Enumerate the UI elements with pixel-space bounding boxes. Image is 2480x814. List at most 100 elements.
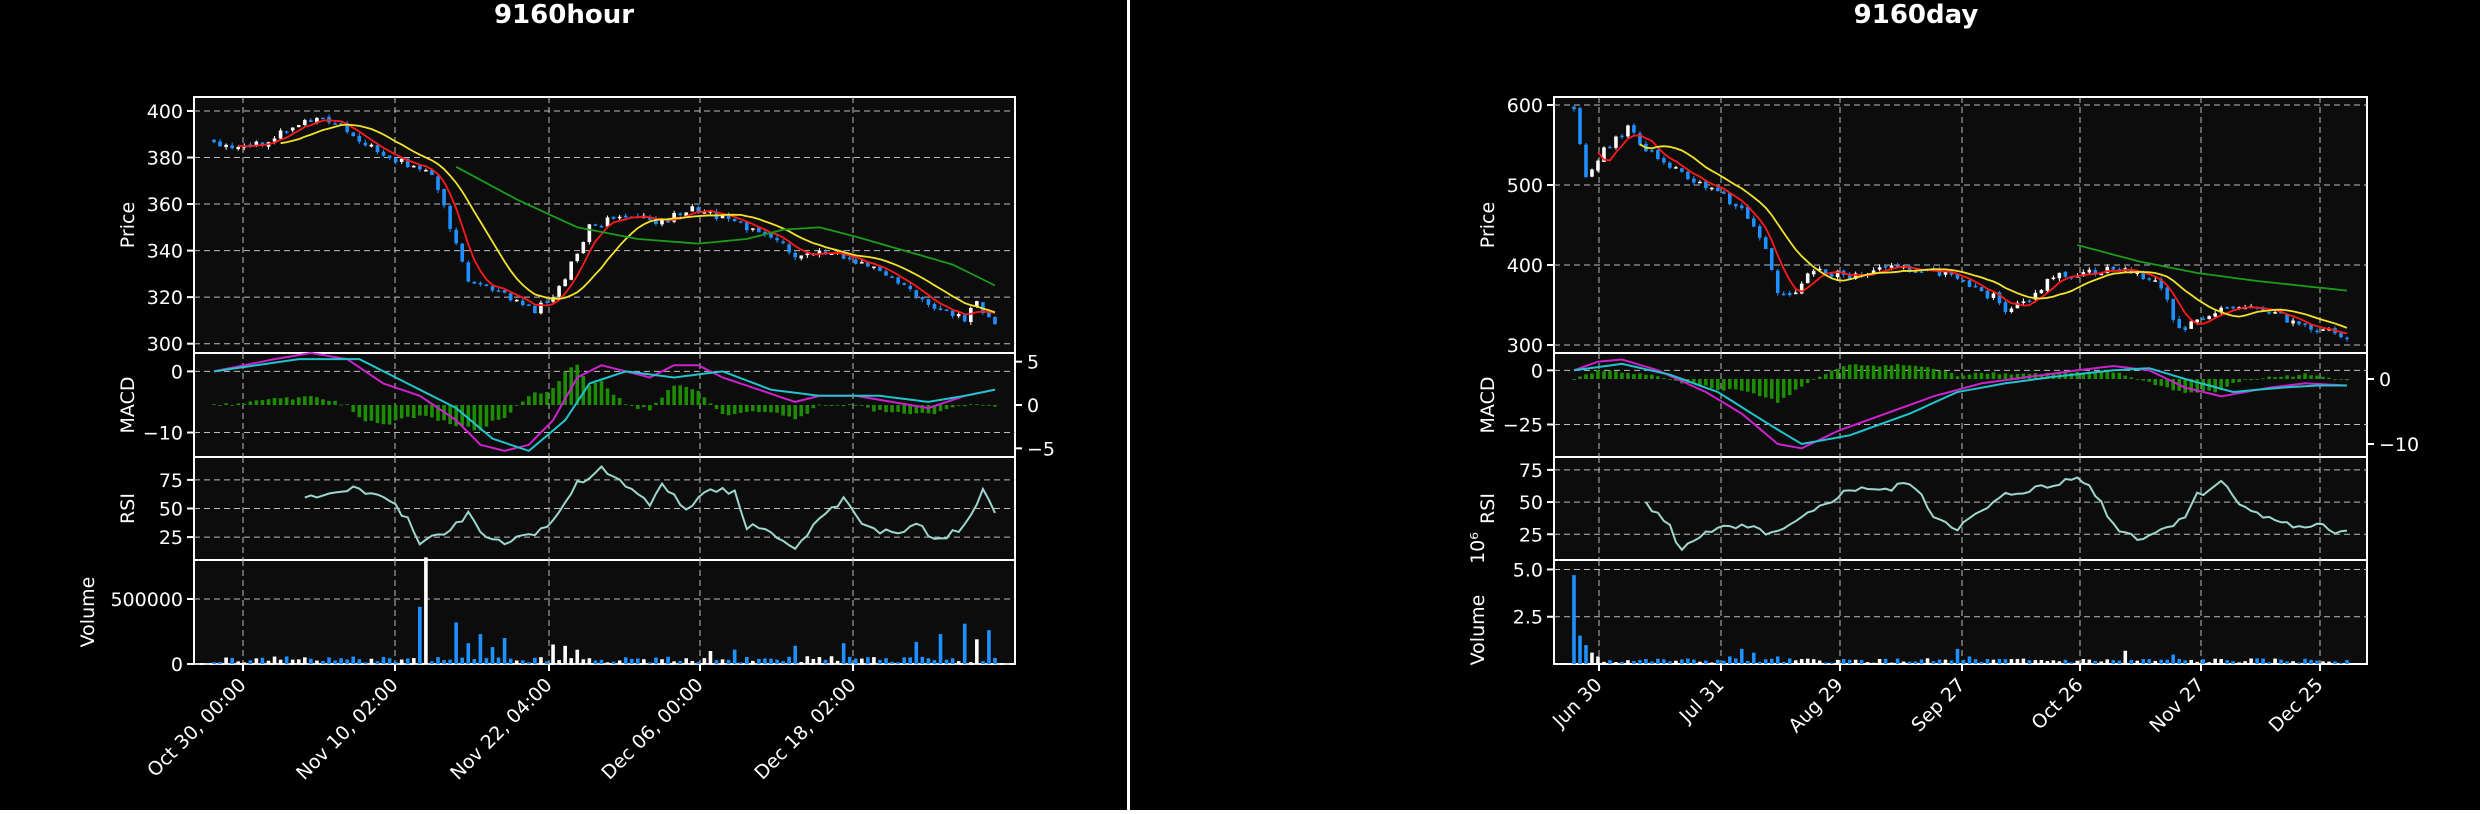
candle-body — [920, 297, 925, 300]
candle-body — [696, 207, 701, 213]
volume-bar — [296, 659, 301, 664]
macd-histogram-bar — [424, 405, 428, 416]
candle-body — [460, 243, 465, 262]
volume-bar — [2015, 659, 2020, 664]
macd-histogram-bar — [605, 388, 610, 405]
macd-histogram-bar — [2327, 377, 2331, 379]
candle-body — [2093, 270, 2098, 274]
macd-histogram-bar — [2195, 379, 2199, 393]
volume-bar — [224, 657, 228, 664]
volume-bar — [2345, 660, 2349, 664]
macd-histogram-bar — [672, 385, 676, 405]
macd-histogram-bar — [2291, 376, 2295, 379]
volume-bar — [1931, 661, 1936, 664]
candle-body — [563, 279, 567, 287]
macd-histogram-bar — [527, 396, 531, 405]
volume-bar — [375, 661, 380, 664]
volume-bar — [2039, 659, 2044, 664]
volume-bar — [460, 657, 465, 664]
candle-body — [1943, 271, 1948, 275]
macd-histogram-bar — [708, 403, 713, 405]
candle-body — [527, 304, 531, 306]
candle-body — [1781, 293, 1786, 296]
volume-bar — [1728, 656, 1732, 664]
sma-short-line — [238, 119, 996, 316]
candle-body — [1698, 181, 1702, 184]
macd-histogram-bar — [1698, 379, 1702, 386]
volume-bar — [1997, 659, 2002, 664]
volume-axis-label: Volume — [77, 577, 99, 648]
candle-body — [1877, 267, 1882, 270]
volume-bar — [448, 659, 452, 664]
macd-histogram-bar — [726, 405, 731, 416]
volume-bar — [738, 662, 743, 664]
candle-body — [272, 138, 277, 142]
macd-histogram-bar — [962, 405, 967, 407]
price-axis-label: Price — [117, 202, 139, 248]
candle-body — [890, 276, 894, 278]
macd-histogram-bar — [1572, 379, 1576, 380]
volume-bar — [2261, 658, 2265, 664]
candle-body — [672, 212, 676, 222]
volume-bar — [1865, 662, 1870, 664]
macd-histogram-bar — [666, 389, 670, 405]
candle-body — [333, 123, 337, 125]
macd-histogram-bar — [484, 405, 489, 427]
macd-histogram-bar — [2309, 375, 2313, 379]
candle-body — [2261, 307, 2265, 312]
candle-body — [296, 125, 301, 128]
candle-body — [387, 155, 392, 159]
volume-bar — [1739, 648, 1744, 664]
macd-histogram-bar — [351, 405, 356, 412]
candle-body — [2051, 277, 2056, 280]
volume-bar — [1584, 645, 1588, 664]
volume-bar — [2219, 659, 2223, 664]
price-axis-label: Price — [1477, 202, 1499, 248]
macd-histogram-bar — [1805, 379, 1810, 384]
volume-bar — [781, 661, 785, 664]
candle-body — [309, 120, 313, 122]
macd-histogram-bar — [339, 404, 343, 406]
candle-body — [545, 301, 549, 303]
macd-histogram-bar — [1745, 379, 1750, 392]
volume-bar — [635, 658, 640, 664]
volume-bar — [520, 660, 525, 664]
macd-histogram-bar — [1608, 370, 1612, 379]
macd-histogram-bar — [902, 405, 906, 414]
candle-body — [993, 316, 997, 325]
volume-bar — [823, 659, 828, 664]
volume-bar — [623, 657, 628, 664]
volume-bar — [1937, 659, 1942, 664]
macd-histogram-bar — [2111, 372, 2116, 379]
candle-body — [1997, 292, 2002, 304]
candle-body — [2105, 266, 2110, 274]
volume-panel-frame — [1553, 559, 2368, 665]
macd-histogram-bar — [793, 405, 798, 420]
macd-histogram-bar — [369, 405, 374, 421]
volume-bar — [1895, 658, 1900, 664]
macd-histogram-bar — [1656, 376, 1660, 379]
volume-bar — [1608, 660, 1612, 664]
macd-histogram-bar — [1889, 365, 1894, 379]
volume-bar — [1919, 659, 1924, 664]
candle-body — [593, 224, 598, 226]
macd-histogram-bar — [2333, 379, 2337, 380]
volume-bar — [387, 658, 392, 664]
macd-histogram-bar — [2201, 379, 2205, 392]
chart-title: 9160hour — [494, 0, 634, 30]
macd-histogram-bar — [1871, 365, 1876, 379]
macd-histogram-bar — [2321, 376, 2325, 379]
macd-histogram-bar — [1590, 373, 1594, 379]
candle-body — [1937, 269, 1942, 276]
candle-body — [956, 314, 961, 317]
volume-bar — [611, 661, 616, 664]
volume-bar — [1871, 662, 1876, 664]
volume-bar — [853, 658, 858, 664]
volume-bar — [575, 649, 580, 664]
macd-histogram-bar — [569, 367, 574, 405]
macd-histogram-bar — [1961, 375, 1966, 379]
volume-bar — [896, 662, 900, 664]
sma-short-line — [1597, 134, 2348, 335]
macd-left-tick-label: 0 — [171, 361, 183, 383]
volume-bar — [672, 661, 676, 664]
